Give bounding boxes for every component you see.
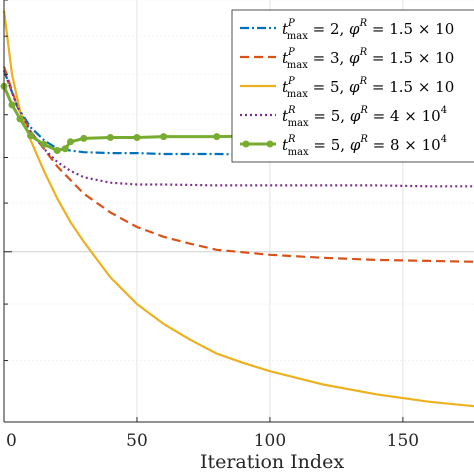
x-tick-label: 100 (254, 431, 286, 451)
series-line-1 (2, 70, 474, 157)
legend-entry-label: tP max = 5, φR = 1.5 × 10 (282, 76, 454, 100)
series-point (61, 145, 69, 153)
y-ticks (4, 0, 12, 423)
series-point (53, 146, 61, 154)
series-point (80, 134, 88, 142)
series-point (160, 133, 168, 141)
series-point (106, 134, 114, 142)
legend-entry-label: tP max = 3, φR = 1.5 × 10 (282, 47, 454, 71)
legend-marker (242, 140, 250, 148)
series-line-2 (2, 66, 474, 263)
x-tick-label: 0 (6, 431, 17, 451)
series-point (16, 115, 24, 123)
series-point (27, 132, 35, 140)
legend: tP max = 2, φR = 1.5 × 10 tP max = 3, φR = … (231, 9, 474, 163)
series-point (8, 101, 16, 109)
series-line-3 (2, 10, 474, 408)
x-tick-label: 150 (387, 431, 419, 451)
legend-entry-label: tR max = 5, φR = 8 × 104 (282, 134, 447, 158)
legend-entry-label: tP max = 2, φR = 1.5 × 10 (282, 18, 454, 42)
series-point (66, 138, 74, 146)
x-axis-title: Iteration Index (200, 451, 344, 473)
legend-marker (266, 140, 274, 148)
x-tick-label: 50 (126, 431, 148, 451)
x-ticks: 0 50 100 150 (3, 417, 419, 451)
legend-entry-label: tR max = 5, φR = 4 × 104 (282, 105, 447, 129)
series-point (40, 140, 48, 148)
series-point (133, 134, 141, 142)
series-point (213, 133, 221, 141)
